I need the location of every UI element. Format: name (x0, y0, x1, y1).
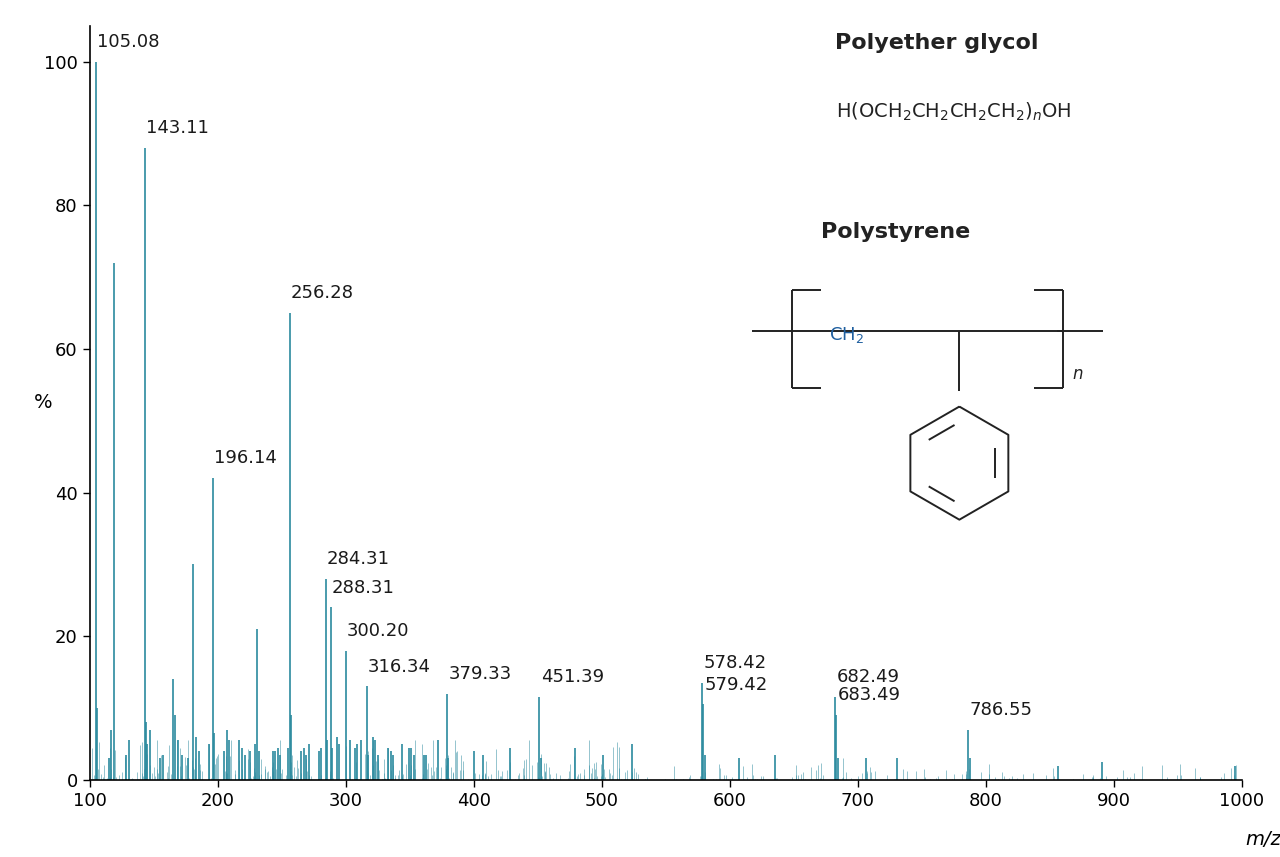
Text: 300.20: 300.20 (347, 622, 410, 640)
Text: 579.42: 579.42 (704, 675, 768, 693)
Y-axis label: %: % (35, 393, 52, 412)
Text: 451.39: 451.39 (540, 668, 604, 686)
Text: 316.34: 316.34 (367, 657, 431, 675)
Text: Polyether glycol: Polyether glycol (835, 33, 1038, 53)
Text: 379.33: 379.33 (448, 665, 512, 683)
Text: H(OCH$_2$CH$_2$CH$_2$CH$_2$)$_n$OH: H(OCH$_2$CH$_2$CH$_2$CH$_2$)$_n$OH (836, 101, 1071, 123)
Text: 578.42: 578.42 (703, 654, 767, 672)
Text: m/z: m/z (1245, 830, 1280, 849)
Text: 284.31: 284.31 (326, 550, 390, 568)
Text: CH$_2$: CH$_2$ (829, 325, 864, 345)
Text: 682.49: 682.49 (836, 668, 900, 686)
Text: Polystyrene: Polystyrene (822, 222, 970, 242)
Text: n: n (1073, 365, 1083, 383)
Text: 196.14: 196.14 (214, 449, 276, 467)
Text: 683.49: 683.49 (837, 686, 901, 704)
Text: 256.28: 256.28 (291, 285, 353, 303)
Text: 143.11: 143.11 (146, 119, 209, 137)
Text: 105.08: 105.08 (97, 33, 160, 51)
Text: 786.55: 786.55 (970, 701, 1033, 719)
Text: 288.31: 288.31 (332, 578, 394, 596)
